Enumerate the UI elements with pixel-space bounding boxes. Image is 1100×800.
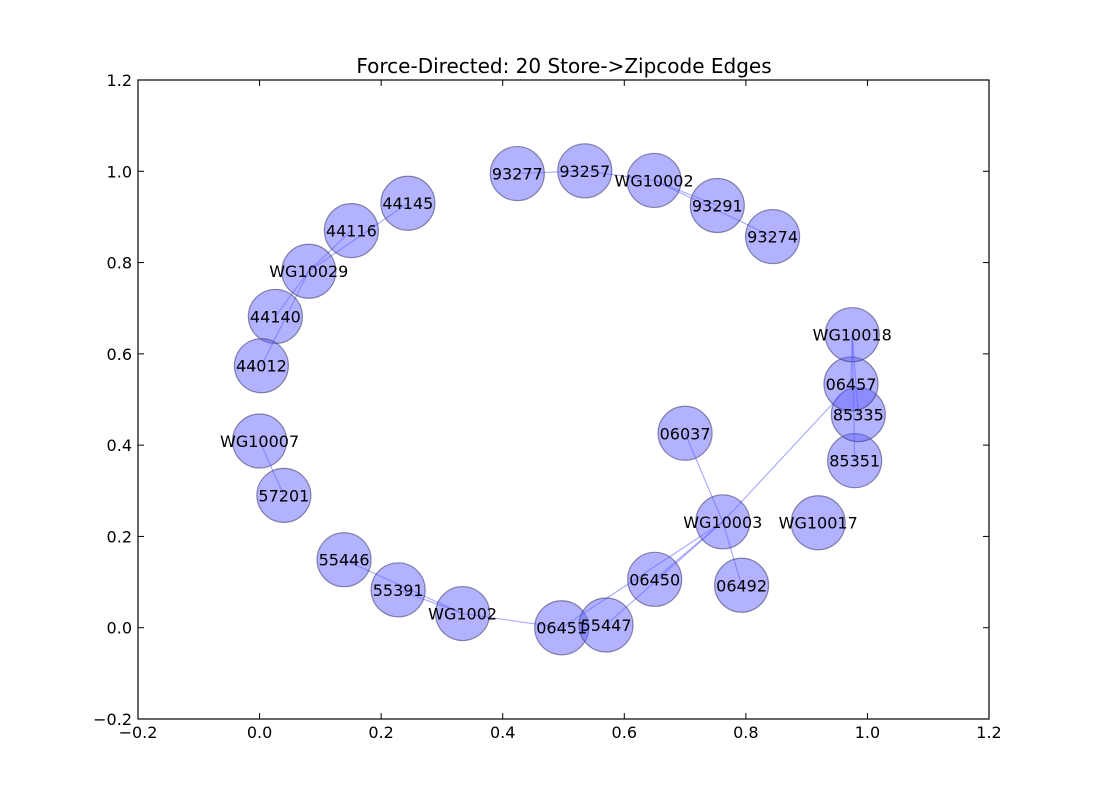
node-WG10007 [231, 413, 288, 469]
x-tick-label: −0.2 [119, 723, 158, 742]
node-label-93274: 93274 [747, 228, 798, 247]
node-label-06492: 06492 [716, 576, 767, 595]
x-tick-label: 0.4 [490, 723, 515, 742]
node-57201 [256, 467, 312, 523]
edge-WG10003-06457 [722, 383, 852, 523]
node-label-06450: 06450 [629, 570, 680, 589]
node-label-WG10018: WG10018 [813, 326, 892, 345]
y-tick-label: 0.4 [107, 436, 132, 455]
x-tick-label: 0.6 [612, 723, 637, 742]
node-93274 [745, 208, 801, 265]
node-93257 [557, 143, 613, 199]
x-tick-label: 0.0 [247, 723, 272, 742]
node-label-WG10029: WG10029 [269, 262, 348, 281]
node-label-06451: 06451 [536, 619, 587, 638]
x-tick-label: 0.2 [368, 723, 393, 742]
node-label-44116: 44116 [326, 222, 377, 241]
node-label-93291: 93291 [692, 197, 743, 216]
node-label-44140: 44140 [250, 307, 301, 326]
node-label-WG10002: WG10002 [615, 171, 694, 190]
node-WG1002 [434, 585, 491, 642]
node-44116 [323, 203, 379, 259]
node-label-55446: 55446 [319, 551, 370, 570]
node-label-85335: 85335 [833, 406, 884, 425]
node-label-WG10007: WG10007 [220, 432, 299, 451]
y-tick-label: −0.2 [93, 710, 132, 729]
node-44145 [380, 175, 436, 231]
node-label-57201: 57201 [258, 486, 309, 505]
node-layer [231, 143, 886, 656]
y-tick-label: 0.2 [107, 527, 132, 546]
chart-title: Force-Directed: 20 Store->Zipcode Edges [356, 54, 771, 78]
y-tick-label: 1.2 [107, 71, 132, 90]
node-label-44145: 44145 [382, 194, 433, 213]
x-tick-label: 1.2 [976, 723, 1001, 742]
node-06450 [627, 551, 683, 607]
y-tick-label: 1.0 [107, 162, 132, 181]
node-93291 [689, 177, 745, 234]
node-WG10029 [281, 243, 337, 299]
node-label-WG1002: WG1002 [428, 605, 497, 624]
node-label-06457: 06457 [826, 375, 877, 394]
node-label-93277: 93277 [492, 165, 543, 184]
node-55446 [316, 532, 372, 588]
node-93277 [489, 145, 545, 202]
node-label-44012: 44012 [236, 357, 287, 376]
node-WG10018 [824, 307, 880, 363]
node-label-55391: 55391 [373, 581, 424, 600]
node-label-06037: 06037 [660, 424, 711, 443]
node-55391 [370, 562, 426, 618]
y-tick-label: 0.6 [107, 345, 132, 364]
node-WG10002 [626, 152, 682, 209]
y-tick-label: 0.8 [107, 254, 132, 273]
x-tick-label: 0.8 [733, 723, 758, 742]
y-tick-label: 0.0 [107, 619, 132, 638]
node-55447 [578, 597, 634, 653]
axes: −0.2 0.0 0.2 0.4 0.6 0.8 1.0 1.2 −0.2 0.0 0.2 0.4 0.… [93, 71, 1002, 742]
node-06492 [714, 557, 770, 613]
node-06037 [657, 405, 713, 461]
node-label-55447: 55447 [581, 616, 632, 635]
node-label-WG10017: WG10017 [779, 514, 858, 533]
node-44012 [233, 338, 289, 394]
node-label-85351: 85351 [829, 452, 880, 471]
node-label-WG10003: WG10003 [683, 513, 762, 532]
node-WG10017 [790, 495, 846, 551]
node-WG10003 [695, 494, 751, 550]
x-tick-label: 1.0 [855, 723, 880, 742]
plot-frame [137, 79, 990, 720]
node-label-93257: 93257 [559, 162, 610, 181]
